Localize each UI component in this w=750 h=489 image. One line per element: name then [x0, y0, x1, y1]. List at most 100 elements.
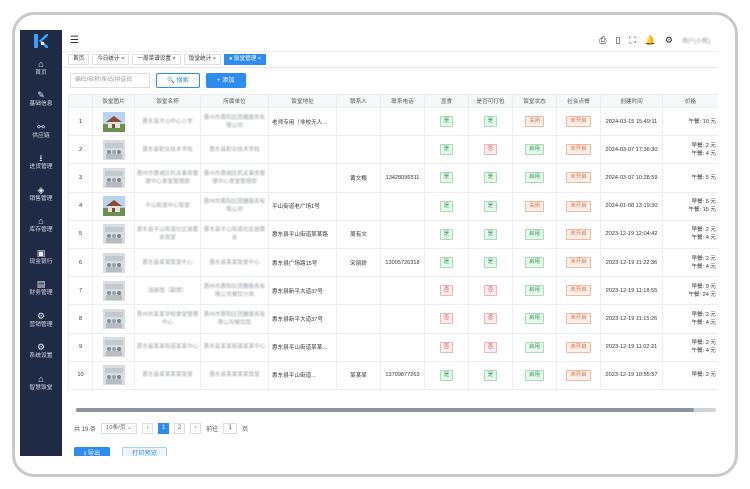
pack-tag: 是 [468, 247, 513, 278]
canteen-image-cell [92, 360, 135, 390]
status-badge: 启用 [512, 304, 557, 334]
pack-tag-label: 是 [483, 369, 498, 381]
status-badge: 启用 [512, 219, 557, 249]
status-badge-label: 启用 [525, 341, 544, 353]
row-number: 5 [68, 219, 93, 249]
sidebar-item-settings[interactable]: ⚙ 系统设置 [20, 336, 62, 368]
sidebar-item-label: 财务管理 [29, 290, 53, 297]
show-tag-label: 是 [439, 369, 454, 381]
link-icon: ⚯ [37, 121, 45, 132]
horizontal-scrollbar[interactable] [76, 408, 716, 412]
menu-toggle-icon[interactable]: ☰ [70, 35, 79, 46]
table-row[interactable]: 1 惠东县平山中心小学 惠州市惠阳区团膳服务有限公司 老师专用（非校无人... 是 是 关闭… [68, 106, 718, 137]
table-row[interactable]: 5 惠东县平山街道社区居委会饭堂 惠东县平山街道社区居委会 惠东县平山街道某某路 周有文… [68, 219, 718, 249]
print-icon[interactable]: ⎙ [599, 35, 607, 45]
show-tag-label: 是 [439, 257, 454, 269]
created-time: 2024-03-15 15:49:11 [600, 106, 663, 137]
bell-icon[interactable]: 🔔 [644, 35, 656, 45]
page-size-select[interactable]: 10条/页 ⌄ [101, 422, 138, 434]
owner-unit: 惠州市惠城区机关事务管理中心食堂管理部 [200, 163, 269, 193]
table-row[interactable]: 7 油画馆（副馆） 惠州市惠阳区团膳服务有限公司餐饮分部 惠东县新平大道37号 否 否 启用… [68, 276, 718, 306]
social-order-badge-label: 未开启 [566, 116, 591, 128]
contact-name [336, 332, 381, 362]
created-time: 2024-03-07 10:28:59 [600, 163, 663, 193]
owner-unit: 惠东县职业技术学校 [200, 135, 269, 165]
tab-1[interactable]: 今日统计 × [92, 54, 130, 65]
user-name[interactable]: 用户(小熊) [682, 39, 710, 45]
pack-tag: 否 [468, 332, 513, 362]
status-badge-label: 启用 [525, 285, 544, 297]
canteen-image-cell [92, 219, 135, 249]
status-badge: 启用 [512, 247, 557, 278]
canteen-address: 惠东县新平大道37号 [268, 304, 337, 334]
show-tag-label: 是 [439, 200, 454, 212]
search-button[interactable]: 🔍 搜索 [156, 72, 200, 88]
pack-tag: 是 [468, 106, 513, 137]
show-tag-label: 是 [439, 116, 454, 128]
canteen-photo [102, 308, 125, 329]
tab-3[interactable]: 饭堂统计 × [183, 54, 221, 65]
book-icon[interactable]: ▯ [615, 35, 621, 45]
created-time: 2023-12-19 12:04:42 [600, 219, 663, 249]
edit-icon: ✎ [37, 90, 45, 101]
table-row[interactable]: 8 惠州市某某学校食堂管理中心 惠州市惠阳区团膳服务有限公司餐饮部 惠东县新平大道37… [68, 304, 718, 334]
sidebar-item-tag[interactable]: ◈ 销售管理 [20, 178, 62, 210]
app-logo [20, 30, 62, 52]
sidebar-item-edit[interactable]: ✎ 基础信息 [20, 84, 62, 116]
column-header: 创建时间 [600, 94, 663, 108]
column-header: 联系人 [336, 94, 381, 108]
table-row[interactable]: 6 惠东县某某饭堂中心 惠东县某某饭堂中心 惠东县广场路15号 宋丽娇 130057263… [68, 247, 718, 278]
show-tag-label: 否 [439, 313, 454, 325]
sidebar-item-finance[interactable]: ▤ 财务管理 [20, 273, 62, 305]
print-preview-button[interactable]: 打印预览 [122, 447, 167, 456]
sidebar-item-restaurant[interactable]: ⌂ 智慧饭堂 [20, 367, 62, 399]
total-count: 共 19 条 [74, 426, 97, 433]
sidebar-item-home[interactable]: ⌂ 首页 [20, 52, 62, 84]
social-order-badge-label: 未开启 [566, 144, 591, 156]
table-row[interactable]: 4 平山街道中心饭堂 惠州市惠阳区团膳服务有限公司 平山街道老广场1号 是 是 关闭 未开启 2… [68, 191, 718, 221]
prev-page-button[interactable]: ‹ [142, 422, 154, 434]
canteen-address: 惠东县平山街道... [268, 360, 337, 390]
tab-0[interactable]: 首页 [68, 54, 90, 65]
canteen-image-cell [92, 106, 135, 137]
row-number: 8 [68, 304, 93, 334]
social-order-badge: 未开启 [556, 304, 601, 334]
pack-tag: 否 [468, 304, 513, 334]
status-badge: 启用 [512, 163, 557, 193]
tab-2[interactable]: 一周菜谱设置 × [132, 54, 181, 65]
sidebar-item-warehouse[interactable]: ⌂ 库存管理 [20, 210, 62, 242]
sidebar-item-label: 现金银行 [29, 258, 53, 265]
fullscreen-icon[interactable]: ⛶ [629, 35, 636, 45]
gear-icon[interactable]: ⚙ [664, 35, 673, 45]
next-page-button[interactable]: › [190, 422, 202, 434]
page-2-button[interactable]: 2 [174, 422, 186, 434]
goto-page-input[interactable]: 1 [223, 422, 238, 434]
row-number: 7 [68, 276, 93, 306]
sidebar-item-link[interactable]: ⚯ 供应链 [20, 115, 62, 147]
pack-tag-label: 是 [483, 172, 498, 184]
add-button[interactable]: + 添加 [205, 72, 246, 88]
export-button[interactable]: ⭳ 导出 [74, 447, 111, 456]
social-order-badge-label: 未开启 [566, 313, 591, 325]
created-time: 2023-12-19 11:22:36 [600, 247, 663, 278]
sidebar-item-marketing[interactable]: ⚙ 营销管理 [20, 304, 62, 336]
owner-unit: 惠州市惠阳区团膳服务有限公司 [200, 191, 269, 221]
column-header: 饭堂状态 [512, 94, 557, 108]
sidebar-item-cash[interactable]: ▣ 现金银行 [20, 241, 62, 273]
table-row[interactable]: 3 惠州市惠城区机关事务管理中心食堂管理部 惠州市惠城区机关事务管理中心食堂管理部 黄… [68, 163, 718, 193]
pack-tag: 否 [468, 135, 513, 165]
table-header: 饭堂图片 饭堂名称 所属单位 饭堂地址 联系人 联系电话 显食 是否可打包 饭堂状态 社会点餐 创建… [68, 94, 718, 108]
table-row[interactable]: 9 惠东县某某街道某某中心 惠东县某某街道某某中心 惠东县平山街道某某... 否否启用未… [68, 332, 718, 362]
table-row[interactable]: 10 惠东县某某某某饭堂 惠东县某某某某饭堂 惠东县平山街道... 某某某 1370987… [68, 360, 718, 390]
table-row[interactable]: 2 惠东县职业技术学校 惠东县职业技术学校 是 否 启用 未开启 2024-03-07 17:… [68, 135, 718, 165]
social-order-badge-label: 未开启 [566, 200, 591, 212]
canteen-name: 惠东县职业技术学校 [134, 135, 201, 165]
page-1-button[interactable]: 1 [158, 422, 170, 434]
canteen-image-cell [92, 135, 135, 165]
show-tag: 是 [424, 219, 469, 249]
sidebar-item-download[interactable]: ⭳ 进货管理 [20, 147, 62, 179]
show-tag: 是 [424, 191, 469, 221]
tab-4[interactable]: ● 饭堂管理 × [224, 54, 267, 65]
search-input[interactable]: 编码/名称/条码/拼音码 [70, 72, 150, 88]
scrollbar-thumb[interactable] [76, 408, 694, 412]
